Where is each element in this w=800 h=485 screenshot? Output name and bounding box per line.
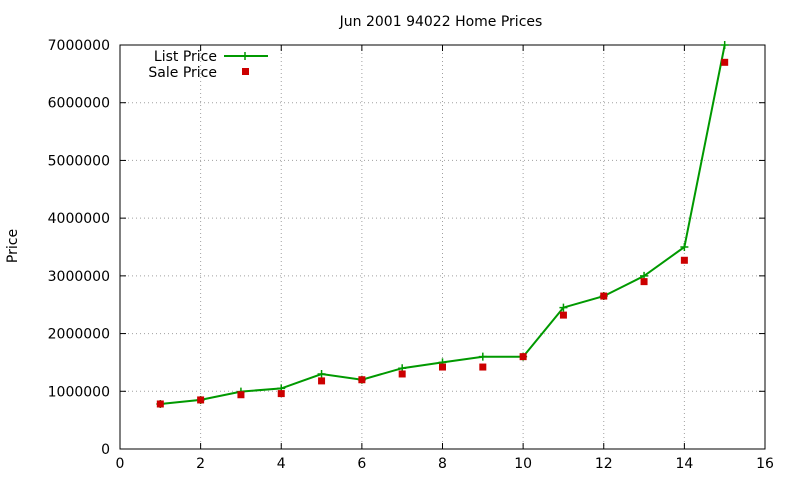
sale-price-marker [277, 390, 285, 398]
x-tick-label: 10 [514, 456, 532, 472]
x-tick-label: 16 [756, 456, 774, 472]
list-price-marker [559, 303, 568, 312]
legend: List Price Sale Price [148, 49, 268, 81]
legend-label-list-price: List Price [154, 49, 217, 65]
legend-marker-sale-price [242, 68, 249, 75]
sale-price-marker [358, 376, 366, 384]
list-price-marker [680, 243, 689, 251]
y-tick-label: 4000000 [48, 211, 110, 227]
y-tick-label: 6000000 [48, 96, 110, 112]
x-tick-label: 6 [357, 456, 366, 472]
y-tick-label: 5000000 [48, 153, 110, 169]
x-tick-label: 14 [675, 456, 693, 472]
y-tick-label: 0 [101, 442, 110, 458]
series [156, 41, 729, 408]
y-tick-label: 1000000 [48, 384, 110, 400]
sale-price-marker [721, 58, 729, 66]
y-tick-label: 3000000 [48, 269, 110, 285]
sale-price-marker [439, 363, 446, 371]
sale-price-marker [600, 292, 608, 300]
x-tick-label: 2 [196, 456, 205, 472]
grid [120, 45, 765, 449]
axis-ticks: 0 2 4 6 8 10 12 14 16 0 1000000 2000000 3000000 40000… [48, 38, 774, 472]
sale-price-marker [559, 311, 567, 319]
x-tick-label: 0 [116, 456, 125, 472]
list-price-marker [478, 352, 487, 361]
list-price-line [160, 44, 726, 405]
sale-price-marker [640, 278, 648, 286]
sale-price-marker [519, 353, 527, 361]
chart-title: Jun 2001 94022 Home Prices [339, 14, 543, 30]
y-axis-label: Price [5, 229, 21, 263]
list-price-marker [720, 41, 729, 49]
x-tick-label: 4 [277, 456, 286, 472]
sale-price-marker [398, 370, 406, 378]
sale-price-marker [680, 256, 688, 264]
x-tick-label: 8 [438, 456, 447, 472]
legend-marker-list-price [241, 52, 249, 60]
list-price-marker [317, 369, 326, 378]
sale-price-marker [197, 396, 205, 404]
sale-price-marker [156, 400, 164, 408]
sale-price-marker [237, 391, 245, 399]
sale-price-marker [318, 377, 326, 385]
y-tick-label: 2000000 [48, 327, 110, 343]
legend-label-sale-price: Sale Price [148, 65, 217, 81]
sale-price-marker [479, 363, 487, 371]
x-tick-label: 12 [595, 456, 613, 472]
y-tick-label: 7000000 [48, 38, 110, 54]
